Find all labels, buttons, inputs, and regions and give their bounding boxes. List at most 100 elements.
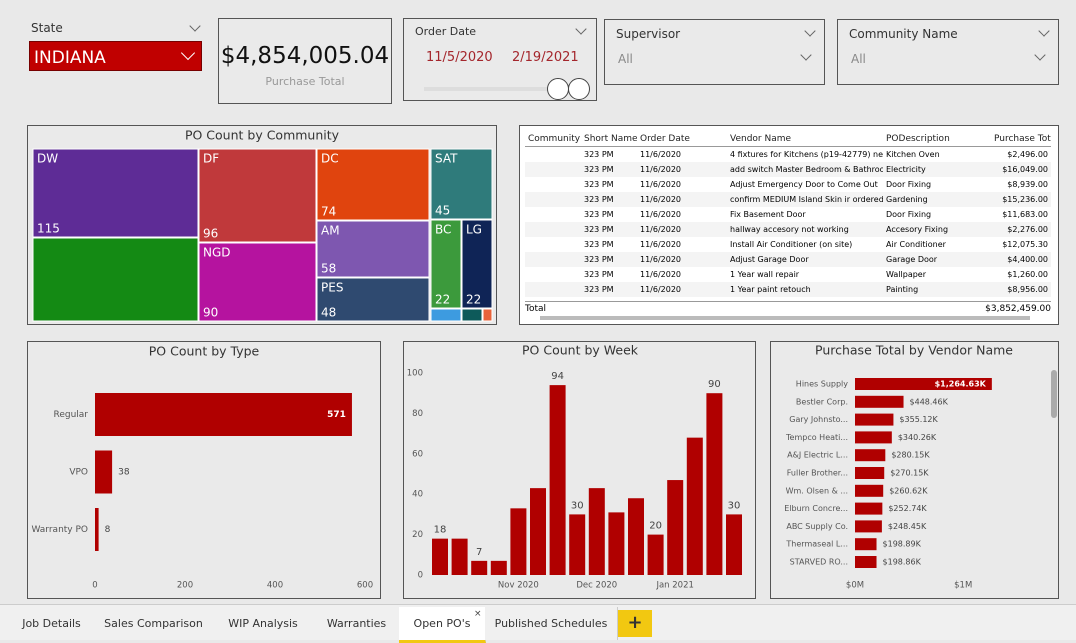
cell: Painting (883, 282, 991, 297)
y-tick-label: 0 (418, 571, 423, 581)
card-value: $4,854,005.04 (220, 43, 390, 69)
cell: $1,260.00 (1007, 270, 1048, 279)
y-tick-label: Warranty PO (31, 525, 88, 535)
x-tick-label: Dec 2020 (576, 581, 617, 591)
type-panel (27, 341, 381, 599)
tab[interactable]: Published Schedules (485, 607, 618, 640)
bar (530, 488, 546, 575)
cell: $8,939.00 (1007, 180, 1048, 189)
cell: $8,956.00 (991, 282, 1051, 297)
h-scrollbar[interactable] (540, 316, 1030, 320)
table-total: Total $3,852,459.00 (525, 301, 1051, 314)
table-row: 323 PM 11/6/2020 4 fixtures for Kitchens (… (525, 147, 1051, 163)
tab-close[interactable]: × (474, 609, 482, 619)
cell: $4,400.00 (991, 252, 1051, 267)
table-row: 323 PM 11/6/2020 1 Year wall repair Wallpap… (525, 267, 1051, 282)
supervisor-slicer[interactable]: Supervisor All (604, 19, 825, 85)
column-header[interactable]: Vendor Name (727, 131, 883, 147)
bar (608, 512, 625, 575)
x-tick-label: 0 (92, 581, 97, 591)
data-label: 20 (649, 521, 662, 532)
community-value: All (851, 52, 866, 66)
cell (525, 222, 581, 237)
bar (471, 560, 488, 575)
treemap-tile (316, 148, 430, 221)
tile-label: DC (321, 152, 339, 166)
cell: $12,075.30 (1002, 240, 1048, 249)
total-label: Total (525, 304, 547, 314)
date-start[interactable]: 11/5/2020 (426, 50, 493, 65)
table-row: 323 PM 11/6/2020 Adjust Garage Door Garage … (525, 252, 1051, 267)
v-scrollbar[interactable] (1051, 370, 1057, 418)
data-label: $260.62K (889, 486, 928, 495)
tile-label: NGD (203, 246, 231, 260)
cell: 4 fixtures for Kitchens (p19-42779) need… (730, 150, 883, 159)
cell: 323 PM (581, 192, 637, 207)
cell: Adjust Garage Door (727, 252, 883, 267)
column-header[interactable]: Community (525, 131, 581, 147)
column-header[interactable]: Order Date (637, 131, 727, 147)
chart-title: PO Count by Week (522, 343, 639, 358)
y-tick-label: Tempco Heati... (785, 433, 848, 442)
column-header[interactable]: PODescription (883, 131, 991, 147)
bar (855, 484, 884, 497)
bar (451, 538, 468, 575)
cell: 11/6/2020 (637, 252, 727, 267)
x-tick-label: Jan 2021 (655, 581, 693, 591)
y-tick-label: A&J Electric L... (787, 451, 848, 460)
tab[interactable]: WIP Analysis (212, 607, 315, 640)
treemap-tile (430, 148, 493, 220)
table-row: 323 PM 11/6/2020 Fix Basement Door Door Fix… (525, 207, 1051, 222)
date-end[interactable]: 2/19/2021 (512, 50, 579, 65)
y-tick-label: Bestler Corp. (796, 397, 848, 406)
column-header[interactable]: Purchase Total (991, 131, 1051, 147)
cell: confirm MEDIUM Island Skin ir ordered (727, 192, 883, 207)
tile-value: 22 (466, 293, 481, 307)
data-label: $280.15K (891, 451, 930, 460)
cell: 323 PM (584, 210, 614, 219)
bar (588, 488, 605, 575)
community-slicer[interactable]: Community Name All (837, 19, 1059, 85)
treemap-tile (316, 277, 430, 322)
community-label: Community Name (849, 27, 958, 41)
data-label: $340.26K (898, 433, 937, 442)
card-label: Purchase Total (265, 75, 345, 88)
tile-label: BC (435, 223, 451, 237)
tab[interactable]: Open PO's (399, 607, 486, 643)
tile-value: 58 (321, 262, 336, 276)
data-label: 90 (708, 379, 721, 390)
y-tick-label: 100 (407, 369, 423, 379)
cell: 323 PM (581, 252, 637, 267)
cell: Adjust Emergency Door to Come Out (730, 180, 878, 189)
tab[interactable]: Warranties (314, 607, 400, 640)
state-dropdown[interactable]: INDIANA (29, 41, 202, 71)
cell: hallway accesory not working (727, 222, 883, 237)
cell: 323 PM (581, 282, 637, 297)
cell (525, 252, 581, 267)
table-row: 323 PM 11/6/2020 hallway accesory not work… (525, 222, 1051, 237)
tab[interactable]: Sales Comparison (95, 607, 213, 640)
date-slicer: Order Date 11/5/2020 2/19/2021 (403, 18, 597, 101)
column-header[interactable]: Short Name (581, 131, 637, 147)
y-tick-label: Fuller Brother... (787, 469, 848, 478)
add-tab[interactable]: + (618, 610, 652, 637)
tab[interactable]: Job Details (8, 607, 96, 640)
treemap-tile (32, 148, 199, 238)
supervisor-label: Supervisor (616, 27, 681, 41)
slider-handle[interactable] (568, 78, 590, 100)
table-row: 323 PM 11/6/2020 Adjust Emergency Door to … (525, 177, 1051, 192)
bar (855, 502, 883, 515)
cell (525, 162, 581, 177)
data-label: 94 (551, 371, 564, 382)
x-tick-label: 200 (177, 581, 193, 591)
y-tick-label: Wm. Olsen & ... (786, 486, 848, 495)
x-tick-label: Nov 2020 (498, 581, 539, 591)
data-label: $1,264.63K (935, 380, 987, 389)
chart-title: PO Count by Community (185, 128, 340, 143)
tile-value: 48 (321, 306, 336, 320)
cell: 11/6/2020 (637, 162, 727, 177)
bar (95, 450, 113, 494)
bar (569, 514, 586, 575)
table-row: 323 PM 11/6/2020 1 Year paint retouch Paint… (525, 282, 1051, 297)
bar (726, 514, 742, 575)
